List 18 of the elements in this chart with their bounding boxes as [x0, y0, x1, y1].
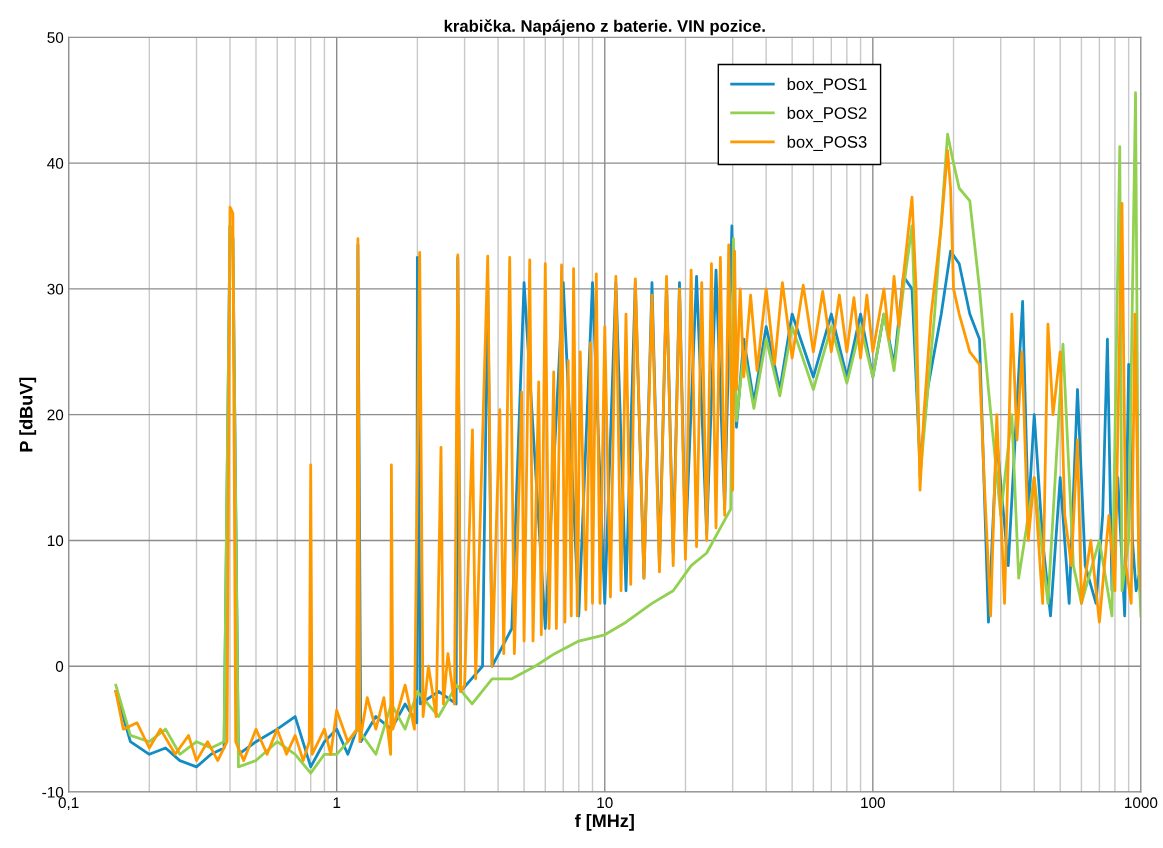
- x-tick-label: 1000: [1125, 797, 1158, 809]
- x-tick-label: 10: [597, 797, 613, 809]
- legend-label: box_POS1: [787, 77, 867, 94]
- y-tick-label: 10: [47, 535, 64, 547]
- x-tick-label: 100: [861, 797, 885, 809]
- x-axis-title: f [MHz]: [574, 813, 634, 831]
- y-tick-label: 50: [47, 32, 64, 43]
- y-tick-label: 0: [55, 661, 64, 672]
- y-axis-title: P [dBuV]: [19, 377, 37, 452]
- y-tick-label: 40: [47, 157, 64, 169]
- y-tick-label: 20: [47, 409, 64, 421]
- y-tick-label: 30: [47, 283, 64, 295]
- legend-label: box_POS2: [787, 106, 867, 123]
- x-tick-label: 0,1: [58, 797, 79, 810]
- x-tick-label: 1: [333, 797, 341, 808]
- chart-title: krabička. Napájeno z baterie. VIN pozice.: [444, 19, 765, 36]
- y-tick-label: -10: [42, 786, 64, 798]
- legend-label: box_POS3: [787, 135, 867, 151]
